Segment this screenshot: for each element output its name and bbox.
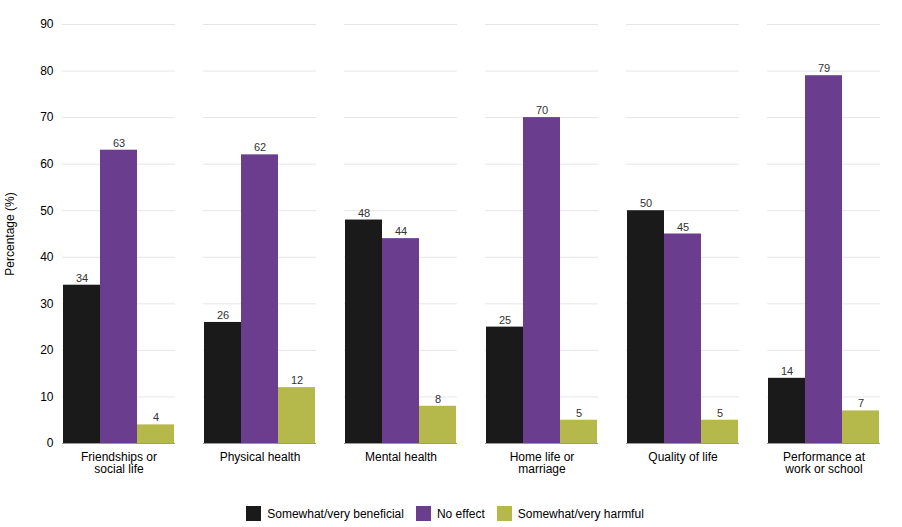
svg-text:79: 79 <box>818 62 830 74</box>
svg-text:0: 0 <box>47 436 54 450</box>
svg-text:4: 4 <box>153 411 159 423</box>
svg-text:Friendships orsocial life: Friendships orsocial life <box>81 450 157 476</box>
svg-text:8: 8 <box>435 393 441 405</box>
html-text:Somewhat/very harmful: Somewhat/very harmful <box>517 506 644 521</box>
svg-text:60: 60 <box>40 157 54 171</box>
svg-text:80: 80 <box>40 64 54 78</box>
svg-text:50: 50 <box>640 197 652 209</box>
svg-text:62: 62 <box>254 141 266 153</box>
svg-text:Physical health: Physical health <box>220 450 301 464</box>
svg-text:12: 12 <box>291 374 303 386</box>
svg-text:Percentage (%): Percentage (%) <box>3 192 17 275</box>
svg-text:10: 10 <box>40 390 54 404</box>
svg-text:Quality of life: Quality of life <box>648 450 718 464</box>
svg-text:Home life ormarriage: Home life ormarriage <box>510 450 575 476</box>
svg-text:45: 45 <box>677 221 689 233</box>
svg-text:63: 63 <box>113 137 125 149</box>
svg-text:25: 25 <box>499 314 511 326</box>
svg-text:30: 30 <box>40 297 54 311</box>
html-text:No effect: No effect <box>436 506 485 521</box>
svg-text:50: 50 <box>40 204 54 218</box>
svg-text:5: 5 <box>576 407 582 419</box>
svg-text:40: 40 <box>40 250 54 264</box>
svg-text:48: 48 <box>358 207 370 219</box>
svg-text:7: 7 <box>858 397 864 409</box>
svg-text:70: 70 <box>40 110 54 124</box>
svg-text:44: 44 <box>395 225 407 237</box>
svg-text:26: 26 <box>217 309 229 321</box>
html-text:Somewhat/very beneficial: Somewhat/very beneficial <box>267 506 404 521</box>
svg-text:90: 90 <box>40 17 54 31</box>
svg-text:20: 20 <box>40 343 54 357</box>
svg-text:34: 34 <box>76 272 88 284</box>
svg-text:14: 14 <box>781 365 793 377</box>
svg-text:5: 5 <box>717 407 723 419</box>
svg-text:70: 70 <box>536 104 548 116</box>
svg-text:Mental health: Mental health <box>365 450 437 464</box>
svg-text:Performance atwork or school: Performance atwork or school <box>783 450 866 476</box>
